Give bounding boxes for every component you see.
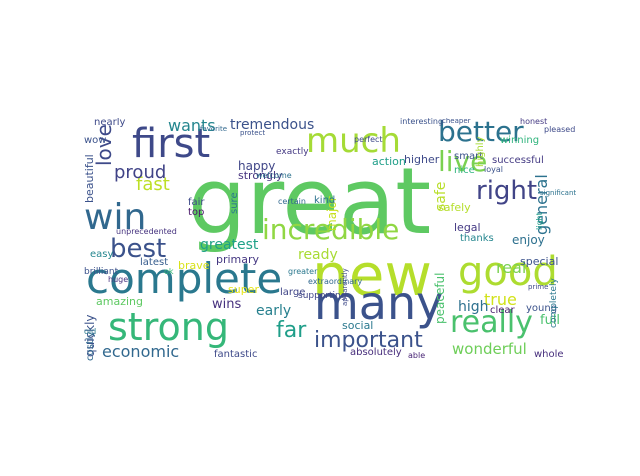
word-high: high <box>458 299 489 315</box>
word-unprecedented: unprecedented <box>116 227 177 236</box>
word-successful: successful <box>492 155 544 166</box>
word-right: right <box>476 176 538 206</box>
word-primary: primary <box>216 253 260 266</box>
word-able: able <box>408 351 426 360</box>
word-fast: fast <box>136 174 170 195</box>
word-early: early <box>256 303 292 319</box>
word-prime: prime <box>528 283 549 291</box>
word-cheaper: cheaper <box>442 118 471 125</box>
word-exactly: exactly <box>276 147 309 157</box>
word-completely: completely <box>549 278 559 328</box>
word-absolutely: absolutely <box>350 347 402 358</box>
word-wow: wow <box>84 135 107 146</box>
word-special: special <box>520 255 559 268</box>
word-amazing: amazing <box>96 295 143 308</box>
word-important: important <box>314 328 423 353</box>
word-kind: kind <box>314 195 336 206</box>
word-first: first <box>132 121 211 167</box>
word-perfect: perfect <box>354 135 383 144</box>
word-interesting: interesting <box>400 118 444 126</box>
word-ok: ok <box>164 267 174 276</box>
word-protect: protect <box>240 129 266 137</box>
word-best: best <box>110 234 167 264</box>
word-full: full <box>540 313 561 328</box>
word-brave: brave <box>178 259 210 272</box>
word-really: really <box>450 305 533 340</box>
word-latest: latest <box>140 257 169 268</box>
word-pleased: pleased <box>544 125 576 134</box>
word-proud: proud <box>114 162 167 183</box>
word-social: social <box>342 319 374 332</box>
word-much: much <box>306 121 401 161</box>
word-action: action <box>372 155 406 168</box>
word-new: new <box>312 241 432 309</box>
word-fantastic: fantastic <box>214 349 258 360</box>
word-legal: legal <box>454 221 481 234</box>
word-ready: ready <box>298 247 338 263</box>
word-thanks: thanks <box>460 233 494 244</box>
word-wins: wins <box>212 297 242 312</box>
word-honest: honest <box>520 118 548 126</box>
word-beautiful: beautiful <box>83 154 96 203</box>
word-loyal: loyal <box>484 165 503 174</box>
word-happy: happy <box>238 159 276 173</box>
word-sure: sure <box>229 192 240 214</box>
word-strongly: strongly <box>238 169 283 182</box>
word-wants: wants <box>168 118 216 135</box>
word-winning: winning <box>500 135 540 146</box>
word-higher: higher <box>404 153 440 166</box>
word-apparently: apparently <box>341 268 349 306</box>
word-top: top <box>188 207 205 218</box>
word-supporting: supporting <box>298 291 347 301</box>
word-win: win <box>84 197 147 238</box>
word-super: super <box>228 283 259 296</box>
word-old: old <box>84 327 97 336</box>
word-far: far <box>276 318 307 343</box>
word-incredible: incredible <box>262 213 400 246</box>
word-extraordinary: extraordinary <box>308 277 363 286</box>
word-greater: greater <box>288 267 318 276</box>
word-many: many <box>314 276 444 330</box>
word-safely: safely <box>438 201 471 214</box>
word-nice: nice <box>454 165 475 176</box>
word-better: better <box>438 118 524 148</box>
word-wonderful: wonderful <box>452 340 527 358</box>
word-nearly: nearly <box>94 118 126 128</box>
word-complete: complete <box>86 254 283 303</box>
word-cloud: great new many complete good strong win … <box>80 118 576 362</box>
word-enjoy: enjoy <box>512 233 545 247</box>
word-large: large <box>280 287 306 298</box>
word-economic: economic <box>102 342 180 361</box>
word-significant: significant <box>540 189 576 197</box>
word-certain: certain <box>278 197 306 206</box>
word-light: light <box>535 212 544 230</box>
word-huge: huge <box>108 275 129 284</box>
word-fair: fair <box>188 197 205 208</box>
word-live: live <box>438 145 488 178</box>
word-favorite: favorite <box>200 125 228 133</box>
word-real: real <box>496 258 527 277</box>
word-good: good <box>458 249 558 295</box>
word-easy: easy <box>90 249 114 260</box>
word-strong: strong <box>108 305 229 349</box>
word-brilliant: brilliant <box>84 267 119 277</box>
word-welcome: welcome <box>256 171 292 180</box>
word-highly: highly <box>475 136 486 168</box>
word-peaceful: peaceful <box>433 272 447 325</box>
word-true: true <box>484 290 517 309</box>
word-whole: whole <box>534 349 564 360</box>
word-great: great <box>188 148 432 255</box>
word-tremendous: tremendous <box>230 118 315 133</box>
word-clear: clear <box>490 305 515 316</box>
word-young: young <box>526 303 558 314</box>
word-smart: smart <box>454 151 484 162</box>
word-greatest: greatest <box>200 237 259 253</box>
